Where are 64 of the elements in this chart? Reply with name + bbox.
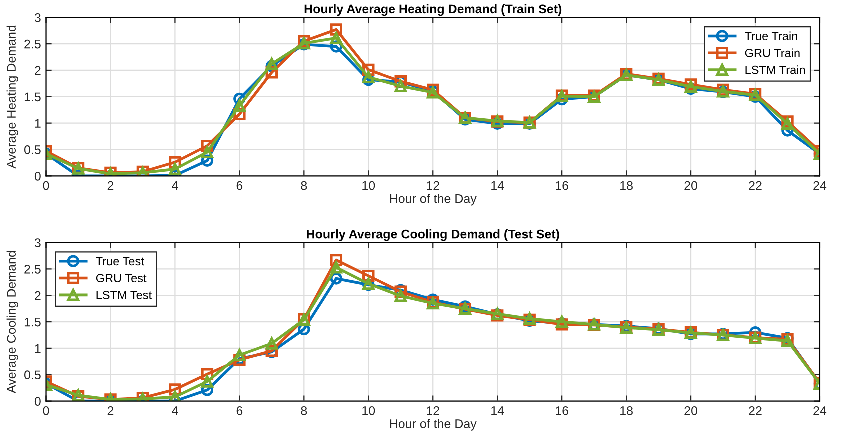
point [330, 32, 343, 44]
x-tick-label: 8 [301, 181, 308, 190]
point [234, 349, 246, 362]
x-axis-title: Hour of the Day [390, 194, 477, 206]
x-tick-label: 20 [684, 181, 698, 190]
x-tick-label: 18 [620, 181, 633, 190]
point [362, 71, 375, 84]
legend-label: True Test [96, 257, 144, 266]
x-tick-label: 6 [236, 406, 243, 416]
y-tick-label: 2 [35, 291, 41, 300]
x-tick-label: 10 [362, 181, 376, 190]
x-tick-label: 12 [427, 181, 440, 190]
x-tick-label: 18 [620, 406, 633, 416]
y-tick-label: 0.5 [24, 370, 41, 380]
y-tick-label: 0.5 [24, 146, 41, 154]
x-tick-label: 12 [427, 406, 440, 416]
x-tick-label: 22 [749, 181, 762, 190]
y-axis-title: Average Heating Demand [6, 26, 18, 169]
legend-label: True Train [745, 32, 798, 40]
x-tick-label: 16 [556, 181, 568, 190]
x-tick-label: 4 [172, 406, 178, 416]
y-tick-label: 1.5 [24, 92, 41, 102]
y-tick-label: 3 [34, 238, 41, 248]
y-tick-label: 2.5 [24, 40, 41, 49]
y-tick-label: 1 [35, 119, 41, 128]
point [330, 261, 343, 274]
point [394, 80, 407, 92]
x-tick-label: 2 [108, 181, 114, 190]
x-tick-label: 16 [556, 406, 568, 416]
point [266, 338, 278, 350]
legend-label: LSTM Test [96, 291, 152, 300]
y-tick-label: 1 [35, 344, 41, 353]
x-tick-label: 0 [43, 181, 50, 190]
x-tick-label: 24 [814, 181, 827, 190]
x-tick-label: 8 [301, 406, 308, 416]
chart-title: Hourly Average Cooling Demand (Test Set) [307, 230, 560, 242]
x-tick-label: 2 [108, 406, 114, 416]
x-tick-label: 20 [684, 406, 698, 416]
x-tick-label: 6 [236, 181, 243, 190]
y-axis-title: Average Cooling Demand [6, 251, 18, 394]
y-tick-label: 0 [34, 172, 41, 181]
x-axis-title: Hour of the Day [390, 419, 477, 431]
y-tick-label: 1.5 [24, 318, 41, 327]
x-tick-label: 14 [492, 182, 504, 190]
chart-title: Hourly Average Heating Demand (Train Set) [304, 4, 562, 16]
point [394, 290, 407, 302]
point [201, 146, 214, 159]
x-tick-label: 0 [43, 406, 50, 416]
point [234, 100, 246, 112]
x-tick-label: 14 [492, 406, 504, 416]
point [201, 376, 214, 388]
legend-label: GRU Train [745, 48, 800, 58]
y-tick-label: 2 [35, 66, 41, 76]
y-tick-label: 2.5 [24, 264, 41, 274]
x-tick-label: 4 [172, 182, 178, 190]
legend-label: GRU Test [96, 274, 147, 283]
x-tick-label: 24 [814, 406, 827, 416]
y-tick-label: 0 [34, 397, 41, 406]
point [169, 163, 182, 176]
y-tick-label: 3 [34, 13, 41, 22]
point [169, 390, 182, 402]
legend-label: LSTM Train [746, 66, 806, 74]
x-tick-label: 22 [749, 406, 762, 416]
x-tick-label: 10 [362, 406, 376, 416]
